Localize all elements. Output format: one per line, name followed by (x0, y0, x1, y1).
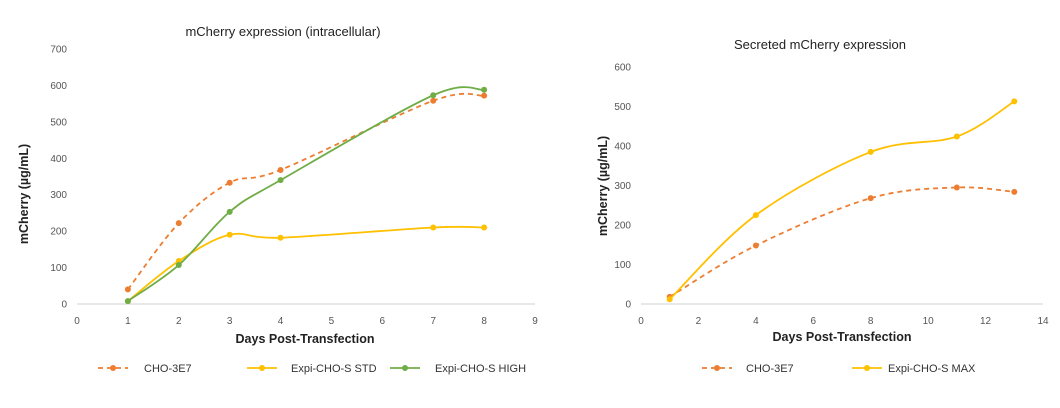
x-tick-label: 4 (753, 316, 759, 327)
y-axis-title: mCherry (µg/mL) (596, 136, 610, 236)
y-tick-label: 500 (614, 102, 631, 113)
y-tick-label: 400 (50, 154, 67, 165)
x-tick-label: 10 (923, 316, 935, 327)
x-tick-label: 14 (1037, 316, 1049, 327)
series-line (127, 86, 485, 302)
x-tick-label: 5 (329, 316, 335, 327)
data-point (481, 86, 488, 93)
plot-area: 0 1 2 3 4 5 6 7 8 9 0 100 200 300 400 500 600 700 (50, 45, 538, 328)
legend-label: Expi-CHO-S STD (291, 363, 377, 375)
x-tick-label: 0 (74, 316, 80, 327)
x-tick-label: 7 (430, 316, 436, 327)
chart-intracellular: mCherry expression (intracellular) Days … (17, 24, 538, 375)
legend-marker (402, 365, 408, 371)
y-tick-label: 700 (50, 45, 67, 56)
data-point (430, 224, 437, 231)
x-axis-title: Days Post-Transfection (236, 332, 375, 346)
legend: CHO-3E7 Expi-CHO-S STD Expi-CHO-S HIGH (98, 363, 526, 375)
x-tick-label: 4 (278, 316, 284, 327)
data-point (752, 212, 759, 219)
x-tick-label: 8 (481, 316, 487, 327)
plot-area: 0 2 4 6 8 10 12 14 0 100 200 300 400 500 600 (614, 63, 1049, 328)
data-point (867, 195, 874, 202)
series-line (669, 100, 1015, 300)
y-tick-label: 0 (625, 300, 631, 311)
data-point (953, 184, 960, 191)
y-tick-label: 300 (614, 181, 631, 192)
data-point (430, 92, 437, 99)
legend-label: Expi-CHO-S MAX (888, 363, 976, 375)
x-tick-label: 0 (638, 316, 644, 327)
data-point (752, 242, 759, 249)
y-tick-label: 500 (50, 117, 67, 128)
y-tick-label: 100 (614, 260, 631, 271)
y-tick-label: 200 (614, 221, 631, 232)
legend: CHO-3E7 Expi-CHO-S MAX (702, 363, 976, 375)
legend-label: CHO-3E7 (144, 363, 192, 375)
data-point (867, 148, 874, 155)
legend-marker (714, 365, 720, 371)
data-point (226, 231, 233, 238)
y-tick-label: 600 (614, 63, 631, 74)
data-point (481, 224, 488, 231)
y-tick-label: 200 (50, 227, 67, 238)
y-tick-label: 600 (50, 81, 67, 92)
x-tick-label: 3 (227, 316, 233, 327)
x-tick-label: 1 (125, 316, 131, 327)
chart-title: mCherry expression (intracellular) (185, 24, 380, 39)
legend-entry: Expi-CHO-S HIGH (390, 363, 526, 375)
legend-entry: CHO-3E7 (702, 363, 794, 375)
x-tick-label: 6 (811, 316, 817, 327)
data-point (277, 234, 284, 241)
data-point (1011, 98, 1018, 105)
legend-marker (259, 365, 265, 371)
legend-marker (864, 365, 870, 371)
y-tick-label: 400 (614, 142, 631, 153)
data-point (124, 286, 131, 293)
x-tick-label: 9 (532, 316, 538, 327)
data-point (277, 166, 284, 173)
x-tick-label: 2 (696, 316, 702, 327)
x-tick-label: 6 (380, 316, 386, 327)
legend-entry: Expi-CHO-S MAX (852, 363, 976, 375)
data-point (175, 220, 182, 227)
data-point (124, 298, 131, 305)
data-point (277, 177, 284, 184)
chart-secreted: Secreted mCherry expression Days Post-Tr… (596, 37, 1049, 375)
series-line (669, 186, 1015, 298)
y-tick-label: 100 (50, 263, 67, 274)
y-axis-title: mCherry (µg/mL) (17, 144, 31, 244)
x-tick-label: 12 (980, 316, 992, 327)
legend-entry: Expi-CHO-S STD (247, 363, 377, 375)
x-tick-label: 8 (868, 316, 874, 327)
y-tick-label: 300 (50, 190, 67, 201)
data-point (666, 296, 673, 303)
legend-label: Expi-CHO-S HIGH (435, 363, 526, 375)
x-axis-title: Days Post-Transfection (773, 330, 912, 344)
legend-entry: CHO-3E7 (98, 363, 192, 375)
data-point (1011, 188, 1018, 195)
data-point (481, 92, 488, 99)
chart-title: Secreted mCherry expression (734, 37, 906, 52)
data-point (430, 97, 437, 104)
x-tick-label: 2 (176, 316, 182, 327)
data-point (226, 208, 233, 215)
legend-label: CHO-3E7 (746, 363, 794, 375)
data-point (175, 262, 182, 269)
y-tick-label: 0 (61, 300, 67, 311)
legend-marker (110, 365, 116, 371)
data-point (226, 179, 233, 186)
data-point (953, 133, 960, 140)
